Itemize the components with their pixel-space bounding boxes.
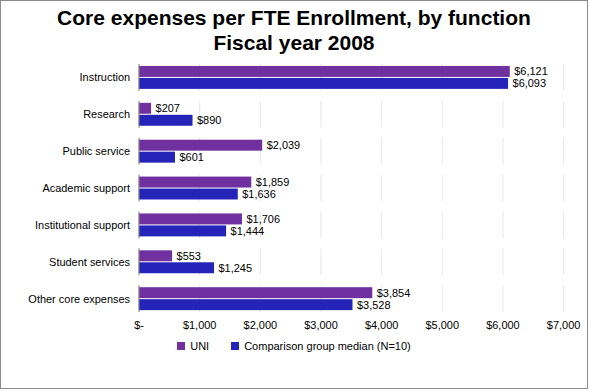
svg-text:$1,636: $1,636 [242,188,276,200]
svg-text:$3,000: $3,000 [304,319,338,331]
html-text:UNI: UNI [190,340,210,352]
svg-text:Public service: Public service [62,145,130,157]
svg-text:$3,854: $3,854 [377,287,411,299]
svg-text:$2,039: $2,039 [267,139,301,151]
svg-text:$7,000: $7,000 [547,319,581,331]
svg-text:Other core expenses: Other core expenses [28,293,130,305]
svg-text:$553: $553 [177,250,201,262]
svg-text:$-: $- [134,319,144,331]
svg-text:$6,000: $6,000 [486,319,520,331]
svg-text:$1,859: $1,859 [256,176,290,188]
svg-text:$3,528: $3,528 [357,299,391,311]
svg-text:$4,000: $4,000 [365,319,399,331]
svg-text:$890: $890 [197,114,221,126]
svg-text:$1,444: $1,444 [231,225,265,237]
svg-text:$6,093: $6,093 [513,77,547,89]
html-text:Core expenses per FTE Enrollme: Core expenses per FTE Enrollment, by fun… [57,6,531,29]
svg-text:$207: $207 [156,102,180,114]
svg-text:Institutional support: Institutional support [35,219,130,231]
svg-text:$1,245: $1,245 [219,262,253,274]
svg-text:$6,121: $6,121 [514,65,548,77]
html-text:Fiscal year 2008: Fiscal year 2008 [213,31,375,54]
svg-text:$601: $601 [179,151,203,163]
svg-text:Research: Research [83,108,130,120]
svg-text:Student services: Student services [49,256,130,268]
html-text:Comparison group median (N=10): Comparison group median (N=10) [244,340,411,352]
svg-text:$1,706: $1,706 [246,213,280,225]
svg-text:$5,000: $5,000 [426,319,460,331]
svg-text:Instruction: Instruction [80,71,131,83]
svg-text:$1,000: $1,000 [183,319,217,331]
svg-text:$2,000: $2,000 [244,319,278,331]
svg-text:Academic support: Academic support [42,182,130,194]
